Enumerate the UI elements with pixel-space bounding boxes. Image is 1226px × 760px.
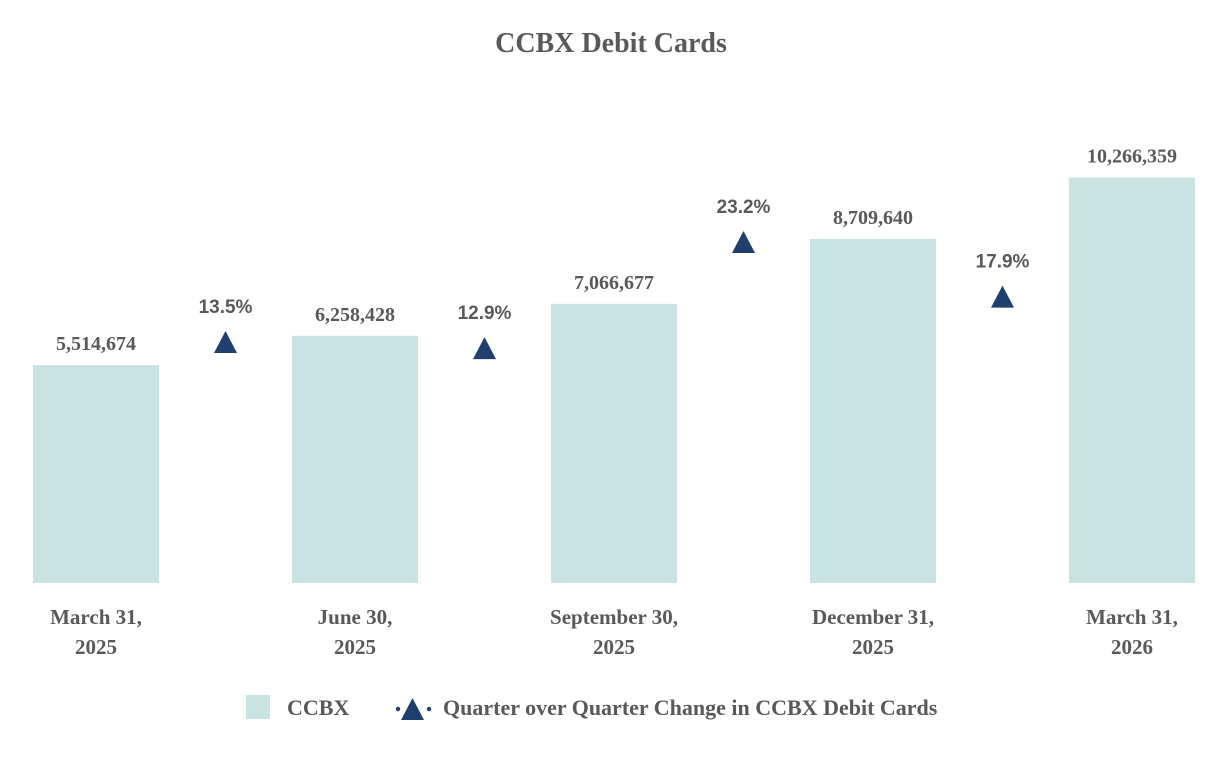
category-label: September 30,	[550, 605, 678, 629]
change-marker-label: 12.9%	[458, 303, 512, 324]
change-marker-triangle	[214, 330, 237, 353]
bar	[551, 303, 677, 583]
category-label: 2025	[75, 635, 117, 659]
bar	[33, 365, 159, 583]
bar	[810, 238, 936, 583]
legend: CCBX Quarter over Quarter Change in CCBX…	[246, 695, 938, 720]
category-label: 2025	[334, 635, 376, 659]
category-label: 2025	[593, 635, 635, 659]
bar-value-label: 7,066,677	[574, 272, 654, 294]
legend-marker-dot-right	[426, 706, 432, 712]
bar-value-label: 8,709,640	[833, 207, 913, 229]
category-label: June 30,	[318, 605, 393, 629]
markers-group: 13.5% 12.9% 23.2% 17.9%	[199, 197, 1030, 360]
bar	[1069, 177, 1195, 583]
bars-group	[33, 177, 1195, 583]
change-marker-triangle	[732, 231, 755, 254]
change-marker-triangle	[991, 285, 1014, 308]
legend-marker-label: Quarter over Quarter Change in CCBX Debi…	[443, 695, 938, 720]
category-label: 2025	[852, 635, 894, 659]
category-labels-group: March 31, 2025 June 30, 2025 September 30, 20…	[50, 605, 1178, 659]
category-label: December 31,	[812, 605, 934, 629]
bar-value-label: 5,514,674	[56, 333, 136, 355]
legend-bar-label: CCBX	[287, 695, 349, 720]
legend-marker-triangle	[401, 698, 424, 720]
change-marker-label: 13.5%	[199, 297, 253, 318]
category-label: March 31,	[50, 605, 142, 629]
legend-marker-dot-left	[395, 706, 401, 712]
chart-title: CCBX Debit Cards	[495, 28, 727, 59]
change-marker-triangle	[473, 337, 496, 360]
bar-value-label: 10,266,359	[1087, 145, 1177, 167]
category-label: 2026	[1111, 635, 1153, 659]
change-marker-label: 23.2%	[717, 197, 771, 218]
change-marker-label: 17.9%	[976, 252, 1030, 273]
category-label: March 31,	[1086, 605, 1178, 629]
legend-bar-swatch	[246, 695, 270, 719]
bar-labels-group: 5,514,674 6,258,428 7,066,677 8,709,640 10,2…	[56, 145, 1177, 355]
bar-value-label: 6,258,428	[315, 304, 395, 326]
bar	[292, 335, 418, 583]
